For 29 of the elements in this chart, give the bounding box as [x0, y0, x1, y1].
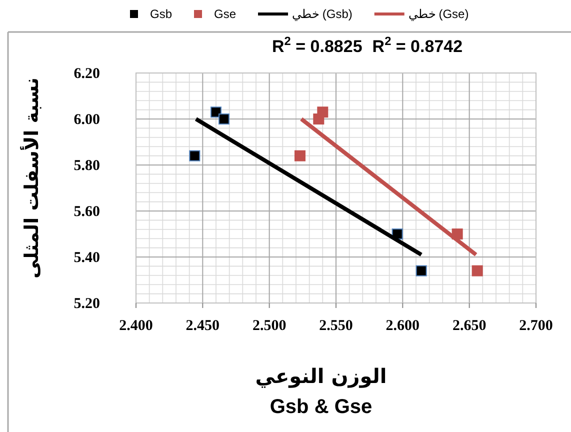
point — [317, 106, 328, 118]
x-tick-label: 2.450 — [186, 318, 220, 334]
legend-label: Gsb — [150, 7, 172, 21]
point — [218, 114, 230, 124]
x-tick-label: 2.600 — [386, 318, 420, 334]
y-tick-label: 5.20 — [74, 296, 100, 312]
x-tick-label: 2.700 — [519, 318, 553, 334]
x-tick-label: 2.400 — [119, 318, 153, 334]
y-tick-label: 5.60 — [74, 204, 100, 220]
legend-label: Gse — [214, 7, 236, 21]
text: R$^{2}$ = 0.8742 — [372, 34, 463, 56]
text: R$^{2}$ = 0.8825 — [272, 34, 362, 56]
x-tick-label: 2.550 — [319, 318, 353, 334]
text: Gsb & Gse — [270, 396, 372, 418]
y-tick-label: 6.00 — [74, 112, 100, 128]
y-tick-label: 5.80 — [74, 158, 100, 174]
x-tick-label: 2.500 — [252, 318, 286, 334]
y-axis-title: نسبة الأسفلت المثلى — [20, 78, 43, 278]
point — [294, 150, 306, 162]
point — [210, 106, 222, 118]
legend-label: خطي (Gse) — [408, 7, 469, 21]
point — [189, 150, 200, 162]
x-axis-title: الوزن النوعي — [255, 364, 387, 388]
point — [416, 265, 427, 276]
y-tick-label: 6.20 — [74, 66, 100, 82]
y-tick-label: 5.40 — [74, 250, 100, 266]
x-tick-label: 2.650 — [452, 318, 486, 334]
point — [472, 265, 483, 276]
legend-label: خطي (Gsb) — [292, 7, 352, 21]
